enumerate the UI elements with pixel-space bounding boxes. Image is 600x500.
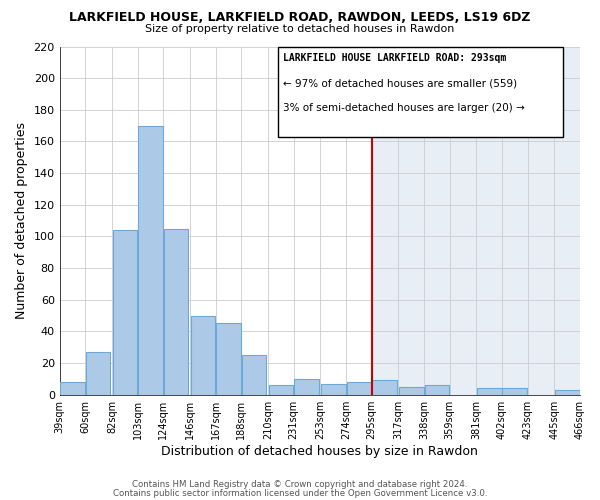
Bar: [371, 46, 580, 395]
Bar: [164, 228, 188, 394]
Bar: [555, 390, 580, 394]
Bar: [399, 387, 424, 394]
FancyBboxPatch shape: [278, 46, 563, 136]
Y-axis label: Number of detached properties: Number of detached properties: [15, 122, 28, 319]
Bar: [477, 388, 502, 394]
Bar: [191, 316, 215, 394]
Bar: [502, 388, 527, 394]
Text: ← 97% of detached houses are smaller (559): ← 97% of detached houses are smaller (55…: [283, 78, 517, 88]
Bar: [60, 382, 85, 394]
Bar: [294, 379, 319, 394]
X-axis label: Distribution of detached houses by size in Rawdon: Distribution of detached houses by size …: [161, 444, 478, 458]
Bar: [372, 380, 397, 394]
Text: LARKFIELD HOUSE LARKFIELD ROAD: 293sqm: LARKFIELD HOUSE LARKFIELD ROAD: 293sqm: [283, 53, 506, 63]
Bar: [347, 382, 371, 394]
Bar: [242, 355, 266, 395]
Text: Contains HM Land Registry data © Crown copyright and database right 2024.: Contains HM Land Registry data © Crown c…: [132, 480, 468, 489]
Text: Contains public sector information licensed under the Open Government Licence v3: Contains public sector information licen…: [113, 488, 487, 498]
Text: 3% of semi-detached houses are larger (20) →: 3% of semi-detached houses are larger (2…: [283, 104, 524, 114]
Bar: [216, 324, 241, 394]
Bar: [425, 385, 449, 394]
Bar: [138, 126, 163, 394]
Bar: [321, 384, 346, 394]
Bar: [86, 352, 110, 395]
Bar: [269, 385, 293, 394]
Text: Size of property relative to detached houses in Rawdon: Size of property relative to detached ho…: [145, 24, 455, 34]
Text: LARKFIELD HOUSE, LARKFIELD ROAD, RAWDON, LEEDS, LS19 6DZ: LARKFIELD HOUSE, LARKFIELD ROAD, RAWDON,…: [69, 11, 531, 24]
Bar: [113, 230, 137, 394]
